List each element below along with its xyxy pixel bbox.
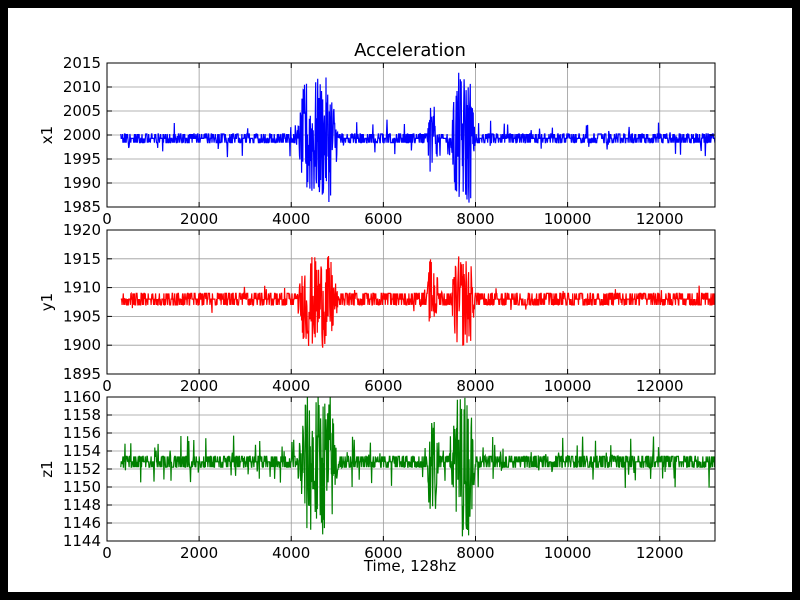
x-axis-label: Time, 128hz bbox=[363, 557, 456, 575]
x-tick-label: 4000 bbox=[272, 210, 310, 228]
series-y1 bbox=[120, 255, 715, 348]
series-z1 bbox=[120, 397, 715, 537]
x-tick-label: 10000 bbox=[544, 544, 592, 562]
x-tick-label: 4000 bbox=[272, 377, 310, 395]
x-tick-label: 0 bbox=[102, 210, 112, 228]
x-tick-label: 8000 bbox=[456, 210, 494, 228]
y-tick-label: 2005 bbox=[63, 102, 101, 120]
y-tick-label: 2000 bbox=[63, 126, 101, 144]
y-tick-label: 2010 bbox=[63, 78, 101, 96]
x-tick-label: 12000 bbox=[636, 210, 684, 228]
y-axis-label-x1: x1 bbox=[38, 126, 56, 144]
y-tick-label: 1144 bbox=[63, 532, 101, 550]
y-tick-label: 1990 bbox=[63, 174, 101, 192]
acceleration-chart: Acceleration Time, 128hz 0 2000 4000 6000 80… bbox=[38, 40, 716, 575]
x-tick-label: 12000 bbox=[636, 544, 684, 562]
y-tick-label: 1154 bbox=[63, 442, 101, 460]
series-x1 bbox=[120, 72, 715, 203]
x-tick-label: 0 bbox=[102, 377, 112, 395]
y-tick-label: 1905 bbox=[63, 307, 101, 325]
x-tick-label: 6000 bbox=[364, 210, 402, 228]
y-tick-label: 1152 bbox=[63, 460, 101, 478]
x-tick-label: 10000 bbox=[544, 210, 592, 228]
x-tick-label: 8000 bbox=[456, 544, 494, 562]
x-tick-label: 0 bbox=[102, 544, 112, 562]
figure: Acceleration Time, 128hz 0 2000 4000 6000 80… bbox=[8, 8, 792, 592]
y-tick-label: 1995 bbox=[63, 150, 101, 168]
axes-frame bbox=[106, 229, 716, 375]
x-tick-label: 6000 bbox=[364, 544, 402, 562]
x-tick-label: 2000 bbox=[180, 377, 218, 395]
chart-title: Acceleration bbox=[354, 40, 466, 61]
x-tick-label: 8000 bbox=[456, 377, 494, 395]
y-tick-label: 1895 bbox=[63, 365, 101, 383]
panel-y1: 0 2000 4000 6000 8000 10000 12000 1895 1900 1905 1… bbox=[38, 221, 716, 395]
y-tick-label: 1146 bbox=[63, 514, 101, 532]
y-tick-label: 1920 bbox=[63, 221, 101, 239]
subplots: 0 2000 4000 6000 8000 10000 12000 1985 1990 1995 2… bbox=[38, 54, 716, 562]
panel-z1: 0 2000 4000 6000 8000 10000 120001144114611481… bbox=[38, 388, 716, 562]
y-tick-label: 1158 bbox=[63, 406, 101, 424]
x-tick-label: 2000 bbox=[180, 210, 218, 228]
x-tick-label: 12000 bbox=[636, 377, 684, 395]
y-tick-label: 1148 bbox=[63, 496, 101, 514]
x-tick-label: 4000 bbox=[272, 544, 310, 562]
y-tick-label: 1915 bbox=[63, 250, 101, 268]
y-tick-label: 1150 bbox=[63, 478, 101, 496]
x-tick-label: 6000 bbox=[364, 377, 402, 395]
x-tick-label: 2000 bbox=[180, 544, 218, 562]
y-tick-label: 2015 bbox=[63, 54, 101, 72]
y-axis-label-y1: y1 bbox=[38, 293, 56, 311]
y-tick-label: 1985 bbox=[63, 198, 101, 216]
y-tick-label: 1160 bbox=[63, 388, 101, 406]
panel-x1: 0 2000 4000 6000 8000 10000 12000 1985 1990 1995 2… bbox=[38, 54, 716, 228]
y-axis-label-z1: z1 bbox=[38, 460, 56, 477]
x-tick-label: 10000 bbox=[544, 377, 592, 395]
y-tick-label: 1156 bbox=[63, 424, 101, 442]
y-tick-label: 1900 bbox=[63, 336, 101, 354]
y-tick-label: 1910 bbox=[63, 279, 101, 297]
